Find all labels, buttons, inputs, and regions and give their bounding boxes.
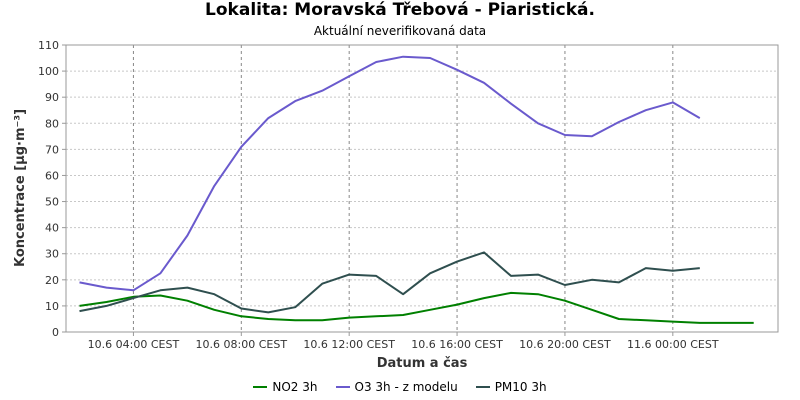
y-tick-label: 110: [38, 39, 59, 52]
y-tick-label: 70: [45, 143, 59, 156]
y-tick-label: 40: [45, 222, 59, 235]
legend: NO2 3h O3 3h - z modelu PM10 3h: [0, 380, 800, 394]
y-axis-ticks: 0 10 20 30 40 50 60 70 80 90 100 110: [38, 39, 66, 339]
x-tick-label: 10.6 20:00 CEST: [519, 338, 611, 351]
legend-label: O3 3h - z modelu: [354, 380, 458, 394]
legend-item: O3 3h - z modelu: [335, 380, 458, 394]
y-tick-label: 80: [45, 117, 59, 130]
x-tick-label: 10.6 16:00 CEST: [411, 338, 503, 351]
series-line-1: [79, 291, 754, 324]
legend-label: PM10 3h: [494, 380, 547, 394]
legend-swatch: [335, 386, 350, 388]
y-tick-label: 0: [52, 326, 59, 339]
legend-item: NO2 3h: [253, 380, 318, 394]
plot-area-frame: [65, 44, 779, 333]
y-tick-label: 60: [45, 169, 59, 182]
legend-label: NO2 3h: [272, 380, 318, 394]
series: [79, 55, 754, 324]
legend-swatch: [475, 386, 490, 388]
x-tick-label: 10.6 12:00 CEST: [303, 338, 395, 351]
x-axis-ticks: 10.6 04:00 CEST 10.6 08:00 CEST 10.6 12:00…: [88, 332, 719, 351]
y-tick-label: 20: [45, 274, 59, 287]
y-axis-label: Koncentrace [µg·m⁻³]: [13, 109, 28, 267]
legend-swatch: [253, 386, 268, 388]
x-tick-label: 11.6 00:00 CEST: [627, 338, 719, 351]
x-tick-label: 10.6 04:00 CEST: [88, 338, 180, 351]
series-line-3: [79, 251, 700, 314]
y-tick-label: 90: [45, 91, 59, 104]
y-tick-label: 10: [45, 300, 59, 313]
y-tick-label: 100: [38, 65, 59, 78]
x-axis-label: Datum a čas: [377, 356, 468, 371]
chart-subtitle: Aktuální neverifikovaná data: [313, 24, 487, 38]
chart-title: Lokalita: Moravská Třebová - Piaristická…: [205, 0, 595, 20]
y-tick-label: 50: [45, 196, 59, 209]
line-chart: 0 10 20 30 40 50 60 70 80 90 100 110 10.6 04:00 CES…: [13, 39, 779, 371]
legend-item: PM10 3h: [475, 380, 547, 394]
x-tick-label: 10.6 08:00 CEST: [196, 338, 288, 351]
y-tick-label: 30: [45, 248, 59, 261]
series-line-2: [79, 55, 701, 292]
